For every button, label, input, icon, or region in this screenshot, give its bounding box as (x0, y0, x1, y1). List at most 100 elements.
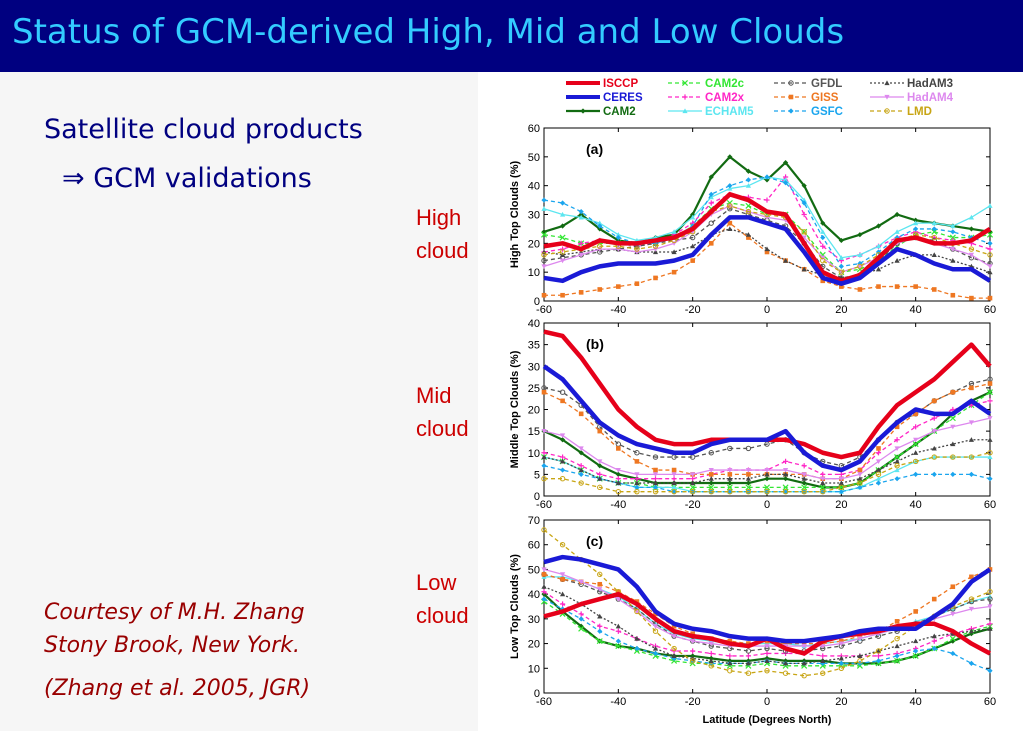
data-point-echam5 (931, 220, 937, 226)
data-point-giss (894, 284, 900, 289)
legend-marker (788, 108, 794, 114)
data-point-cam2c (596, 638, 603, 645)
data-point-cam2x (820, 471, 826, 477)
data-point-lmd (857, 658, 863, 664)
data-point-hadam3 (615, 623, 621, 629)
data-point-hadam3 (931, 633, 937, 639)
data-point-hadam3 (745, 660, 752, 666)
data-point-giss (987, 381, 993, 386)
data-point-lmd (987, 252, 993, 258)
x-tick-label: -20 (685, 696, 701, 708)
y-tick-label: 15 (528, 426, 540, 438)
data-point-gsfc (541, 463, 547, 469)
data-point-gfdl (745, 648, 752, 654)
data-point-cam2 (782, 476, 789, 482)
data-point-giss (616, 284, 621, 289)
data-point-hadam3 (875, 266, 882, 272)
data-point-hadam3 (578, 467, 584, 473)
legend-item-giss: GISS (774, 92, 839, 104)
data-point-echam5 (727, 185, 733, 191)
data-point-cam2 (597, 463, 603, 469)
data-point-gfdl (727, 445, 733, 452)
data-point-hadam4 (931, 429, 937, 434)
data-point-echam5 (875, 243, 882, 249)
data-point-giss (839, 284, 844, 289)
data-point-gsfc (950, 650, 956, 657)
data-point-hadam3 (727, 660, 733, 666)
data-point-hadam3 (671, 480, 677, 486)
legend-marker (884, 94, 890, 100)
data-point-giss (969, 385, 974, 391)
data-point-cam2c (745, 202, 752, 209)
data-point-hadam4 (801, 643, 807, 649)
data-point-giss (727, 638, 733, 644)
x-tick-label: 20 (835, 304, 847, 316)
data-point-giss (578, 290, 584, 295)
data-point-lmd (559, 476, 566, 482)
slide-title: Status of GCM-derived High, Mid and Low … (12, 12, 845, 52)
data-point-cam2x (559, 246, 566, 252)
data-point-lmd (708, 488, 714, 495)
x-tick-label: 20 (835, 696, 847, 708)
data-point-hadam3 (894, 458, 900, 464)
data-point-cam2x (820, 243, 826, 249)
data-point-hadam4 (708, 641, 714, 647)
data-point-lmd (634, 488, 640, 495)
data-point-hadam4 (541, 264, 547, 269)
y-tick-label: 50 (528, 564, 540, 576)
data-point-hadam4 (541, 567, 547, 573)
data-point-hadam3 (764, 658, 770, 663)
data-point-giss (931, 287, 937, 292)
data-point-hadam3 (727, 226, 733, 231)
data-point-hadam3 (615, 480, 621, 486)
data-point-gsfc (950, 229, 956, 235)
data-point-cam2 (727, 480, 733, 486)
data-point-gsfc (708, 191, 714, 197)
data-point-gfdl (987, 596, 993, 602)
data-point-cam2x (820, 653, 826, 659)
data-point-echam5 (875, 476, 882, 481)
data-point-cam2 (968, 226, 975, 232)
data-point-lmd (671, 488, 677, 495)
y-tick-label: 40 (528, 318, 540, 330)
data-point-cam2c (540, 231, 548, 238)
data-point-lmd (968, 454, 975, 460)
data-point-giss (801, 641, 807, 646)
data-point-giss (560, 398, 565, 404)
legend-label: CAM2c (705, 78, 745, 90)
data-point-gfdl (559, 389, 566, 395)
data-point-hadam3 (987, 269, 993, 275)
data-point-lmd (541, 527, 547, 533)
data-point-echam5 (913, 220, 919, 226)
data-point-echam5 (541, 206, 547, 211)
data-point-hadam3 (950, 441, 956, 447)
data-point-cam2x (987, 398, 993, 404)
data-point-giss (597, 428, 603, 434)
data-point-gsfc (968, 234, 975, 241)
data-point-hadam3 (801, 266, 807, 272)
data-point-cam2 (559, 437, 566, 443)
credit-line-2: Stony Brook, New York. (44, 633, 301, 658)
data-point-echam5 (615, 232, 621, 237)
data-point-gfdl (652, 454, 659, 460)
series-lmd (541, 450, 993, 495)
data-point-cam2c (801, 484, 808, 491)
data-point-hadam4 (913, 437, 919, 443)
data-point-gsfc (838, 263, 844, 269)
data-point-cam2x (838, 471, 844, 477)
data-point-gsfc (838, 489, 844, 495)
legend-label: HadAM4 (907, 92, 954, 104)
data-point-cam2 (782, 160, 789, 166)
series-line-ceres (543, 554, 992, 644)
data-point-cam2c (708, 484, 715, 491)
data-point-echam5 (987, 203, 993, 208)
legend-marker (681, 79, 689, 87)
data-point-gsfc (968, 660, 975, 666)
data-point-hadam3 (559, 458, 566, 464)
data-point-cam2 (913, 217, 919, 223)
data-point-cam2x (615, 628, 621, 634)
data-point-lmd (671, 645, 677, 652)
data-point-lmd (634, 246, 640, 252)
data-point-hadam3 (727, 476, 733, 481)
data-point-lmd (857, 480, 863, 486)
